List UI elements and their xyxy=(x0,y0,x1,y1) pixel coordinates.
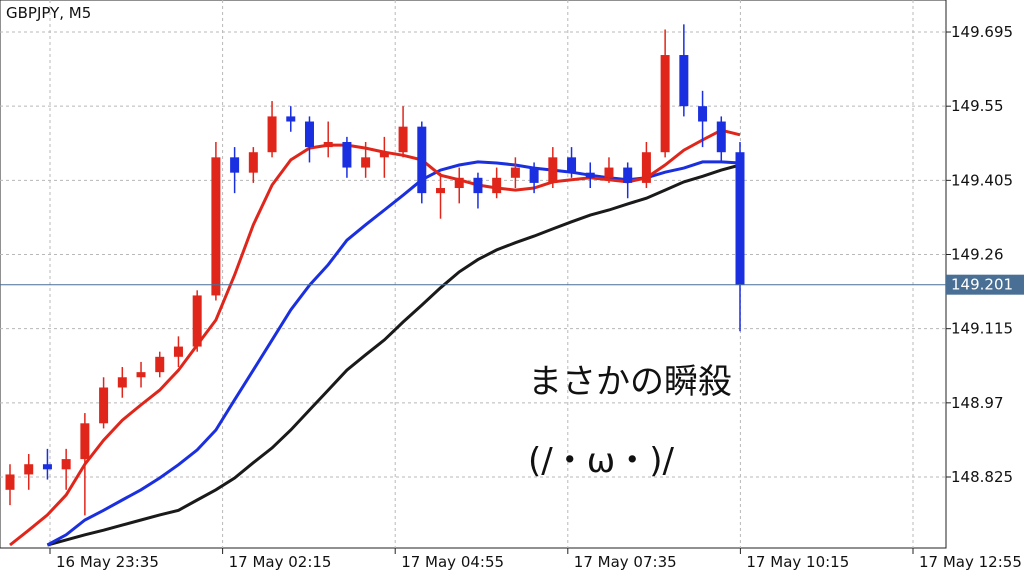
candle-body xyxy=(5,474,15,490)
y-tick-label: 149.26 xyxy=(951,246,1004,264)
annotation: まさかの瞬殺 xyxy=(528,362,732,402)
y-tick-label: 149.115 xyxy=(951,320,1013,338)
candle-body xyxy=(230,157,240,173)
candle-body xyxy=(473,177,483,194)
x-tick-label: 17 May 02:15 xyxy=(229,553,332,571)
candle-body xyxy=(716,121,726,153)
candle-body xyxy=(42,464,52,470)
plot-layer xyxy=(0,0,946,548)
candle-body xyxy=(436,188,446,194)
candle-body xyxy=(80,423,90,460)
chart-title: GBPJPY, M5 xyxy=(6,4,91,22)
candle-body xyxy=(604,167,614,178)
candle-body xyxy=(529,167,539,183)
x-tick-label: 17 May 12:55 xyxy=(919,553,1022,571)
y-tick-label: 149.55 xyxy=(951,97,1004,115)
candle-body xyxy=(585,172,595,178)
x-tick-label: 17 May 04:55 xyxy=(401,553,504,571)
candle-body xyxy=(117,377,127,388)
candle-body xyxy=(136,372,146,378)
candle-body xyxy=(454,177,464,189)
candle-body xyxy=(323,141,333,148)
candle-body xyxy=(398,126,408,153)
candle-body xyxy=(698,106,708,122)
candle-body xyxy=(248,152,258,173)
last-price-box xyxy=(946,274,1024,295)
candle-body xyxy=(211,157,221,296)
candle-body xyxy=(155,356,165,373)
candle-body xyxy=(679,55,689,107)
candle-body xyxy=(510,167,520,178)
y-tick-label: 148.825 xyxy=(951,468,1013,486)
moving-average xyxy=(47,163,741,547)
candle-body xyxy=(660,55,670,153)
plot-frame xyxy=(0,0,947,549)
candle-body xyxy=(735,152,745,285)
candle-body xyxy=(173,346,183,357)
candle-body xyxy=(567,157,577,173)
candle-body xyxy=(61,459,71,470)
moving-average xyxy=(9,128,741,547)
candle-body xyxy=(304,121,314,148)
y-tick-label: 148.97 xyxy=(951,394,1004,412)
y-tick-label: 149.695 xyxy=(951,23,1013,41)
candle-body xyxy=(623,167,633,183)
candle-body xyxy=(417,126,427,194)
candle-body xyxy=(641,152,651,183)
x-tick-label: 17 May 07:35 xyxy=(574,553,677,571)
candle-body xyxy=(342,141,352,168)
candle-body xyxy=(361,157,371,168)
y-tick-label: 149.405 xyxy=(951,171,1013,189)
last-price-label: 149.201 xyxy=(951,276,1013,294)
x-tick-label: 17 May 10:15 xyxy=(746,553,849,571)
candle-body xyxy=(24,464,34,475)
annotation: (/・ω・)/ xyxy=(528,441,674,481)
candle-body xyxy=(286,116,296,122)
candle-body xyxy=(267,116,277,153)
candle-body xyxy=(492,177,502,194)
candle-body xyxy=(548,157,558,183)
candle-body xyxy=(379,152,389,158)
candle-body xyxy=(99,387,109,424)
x-tick-label: 16 May 23:35 xyxy=(56,553,159,571)
candle-body xyxy=(192,295,202,347)
